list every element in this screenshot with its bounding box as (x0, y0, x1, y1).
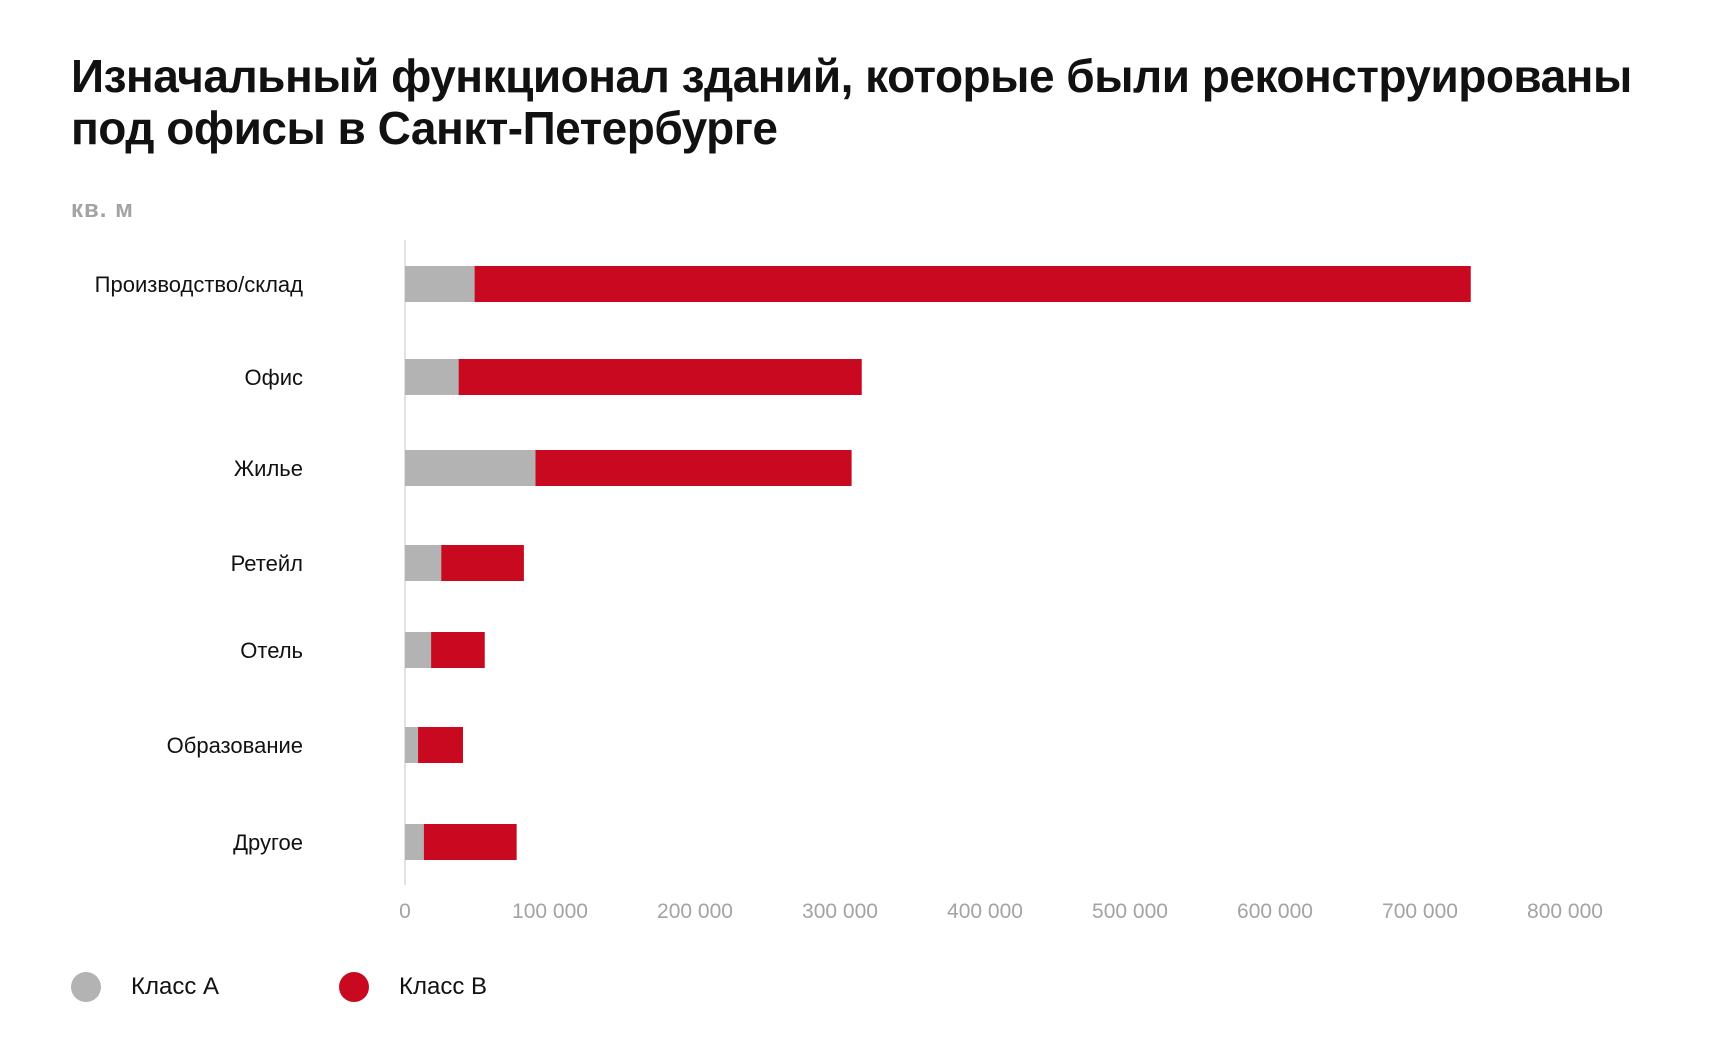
category-label: Ретейл (231, 551, 303, 576)
legend-swatch-class-b (339, 972, 370, 1002)
legend: Класс А Класс В (71, 972, 607, 1002)
chart-title-line-1: Изначальный функционал зданий, которые б… (71, 50, 1632, 102)
chart-title-line-2: под офисы в Санкт-Петербурге (71, 102, 778, 154)
category-label: Образование (167, 733, 303, 758)
bar-class-b[interactable] (423, 824, 517, 860)
bar-class-a[interactable] (405, 632, 432, 668)
bar-class-a[interactable] (405, 727, 419, 763)
category-label: Отель (240, 638, 303, 663)
bar-class-a[interactable] (405, 359, 459, 395)
x-tick-label: 200 000 (657, 900, 733, 923)
legend-label-class-a: Класс А (131, 973, 220, 1000)
bar-class-a[interactable] (405, 266, 475, 302)
bar-class-a[interactable] (405, 545, 442, 581)
x-tick-label: 800 000 (1527, 900, 1603, 923)
category-label: Офис (244, 365, 303, 390)
legend-item-class-b[interactable]: Класс В (339, 972, 487, 1002)
bar-class-b[interactable] (418, 727, 463, 763)
x-tick-label: 500 000 (1092, 900, 1168, 923)
bar-class-b[interactable] (458, 359, 862, 395)
category-label: Другое (233, 830, 303, 855)
x-tick-label: 700 000 (1382, 900, 1458, 923)
x-tick-label: 600 000 (1237, 900, 1313, 923)
unit-label: кв. м (71, 196, 134, 223)
legend-item-class-a[interactable]: Класс А (71, 972, 219, 1002)
x-tick-label: 300 000 (802, 900, 878, 923)
bar-class-b[interactable] (474, 266, 1471, 302)
chart-title: Изначальный функционал зданий, которые б… (71, 50, 1671, 154)
bar-class-a[interactable] (405, 450, 536, 486)
bar-class-b[interactable] (441, 545, 524, 581)
x-tick-label: 0 (399, 900, 411, 923)
legend-label-class-b: Класс В (399, 973, 488, 1000)
bar-class-a[interactable] (405, 824, 424, 860)
category-label: Производство/склад (95, 272, 303, 297)
bar-class-b[interactable] (535, 450, 852, 486)
x-tick-label: 400 000 (947, 900, 1023, 923)
legend-swatch-class-a (71, 972, 101, 1002)
bar-class-b[interactable] (431, 632, 485, 668)
category-label: Жилье (234, 456, 303, 481)
x-tick-label: 100 000 (512, 900, 588, 923)
